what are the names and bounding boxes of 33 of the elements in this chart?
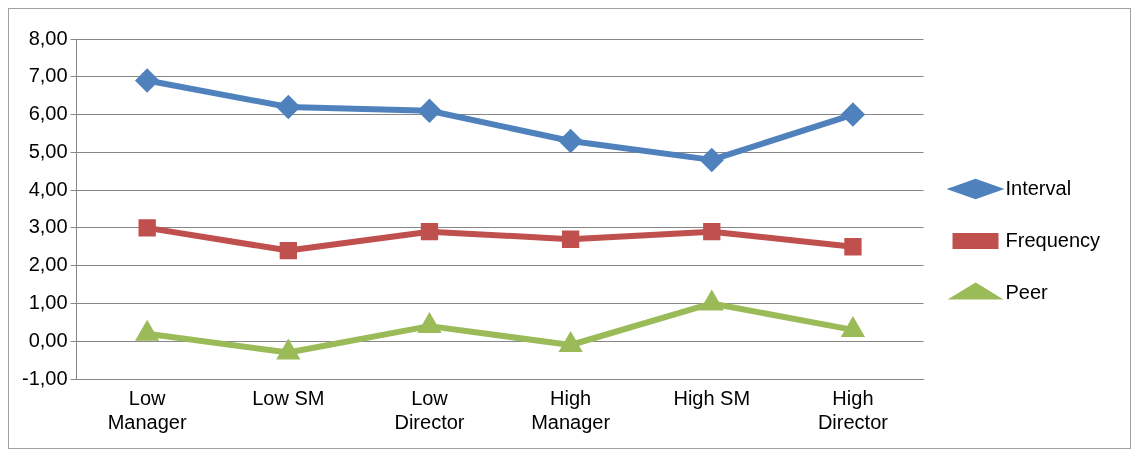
y-tick-label: -1,00 xyxy=(21,366,68,389)
point xyxy=(561,230,580,248)
legend-label: Frequency xyxy=(1005,228,1101,251)
point xyxy=(841,103,864,126)
point xyxy=(700,148,723,171)
y-tick-label: 4,00 xyxy=(28,177,68,200)
point xyxy=(418,99,441,122)
y-tick-label: 6,00 xyxy=(28,102,68,125)
point xyxy=(703,223,721,241)
y-tick-label: 8,00 xyxy=(28,26,68,49)
x-tick-label: High SM xyxy=(673,386,751,409)
legend-label: Peer xyxy=(1005,280,1049,303)
y-tick-label: 7,00 xyxy=(28,64,68,87)
y-tick-label: 2,00 xyxy=(28,253,68,276)
x-tick-label: High Director xyxy=(817,386,889,433)
legend-label: Interval xyxy=(1005,176,1072,199)
y-tick-label: 0,00 xyxy=(28,328,68,351)
x-tick-label: Low Director xyxy=(394,386,465,433)
x-tick-label: Low SM xyxy=(252,386,325,409)
y-tick-label: 5,00 xyxy=(28,139,68,162)
y-tick-label: 1,00 xyxy=(28,290,68,313)
y-tick-label: 3,00 xyxy=(28,215,68,238)
x-tick-label: Low Manager xyxy=(107,386,187,433)
point xyxy=(841,316,865,337)
point xyxy=(558,331,583,352)
point xyxy=(559,130,582,152)
x-tick-label: High Manager xyxy=(531,386,611,433)
point xyxy=(277,96,300,118)
point xyxy=(844,238,862,256)
point xyxy=(138,219,156,237)
point xyxy=(279,241,297,260)
point xyxy=(420,223,439,241)
point xyxy=(136,69,159,92)
